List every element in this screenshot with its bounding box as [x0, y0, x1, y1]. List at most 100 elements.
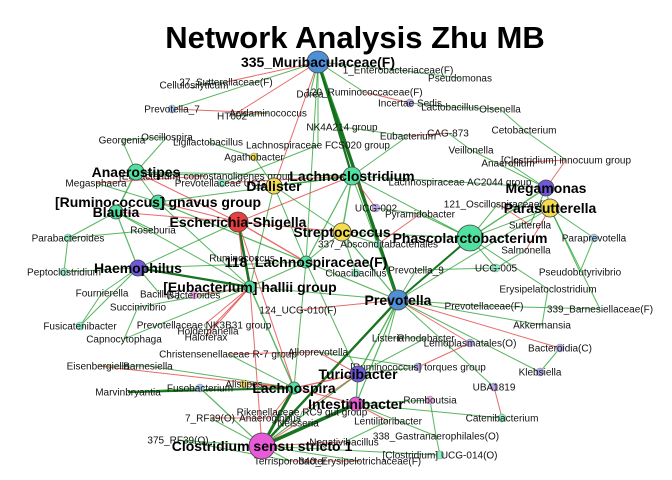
taxon-node-dot: [239, 379, 249, 389]
network-edge: [199, 387, 263, 447]
taxon-node: UBA1819: [473, 383, 516, 394]
taxon-node-label: Incertae Sedis: [378, 99, 442, 110]
taxon-node: [Clostridium] UCG-014(O): [382, 451, 497, 462]
network-edge: [355, 403, 437, 437]
taxon-node: Rikenellaceae RC9 gut group: [237, 408, 368, 419]
network-edge: [193, 81, 227, 86]
taxon-node-label: 375_RF39(O): [147, 436, 208, 447]
network-edge: [357, 299, 399, 375]
network-edge: [127, 387, 201, 393]
taxon-node: Romboutsia: [403, 396, 457, 407]
taxon-node: Haloferax: [185, 333, 228, 344]
hub-node: Dialister: [246, 177, 302, 195]
taxon-node: 340_Erysipelotrichaceae(F): [299, 457, 421, 468]
taxon-node-dot: [435, 450, 445, 460]
taxon-node: Pseudobutyrivibrio: [539, 268, 622, 279]
hub-node-circle: [537, 179, 555, 197]
hub-node: Clostridium sensu stricto 1: [172, 432, 353, 460]
taxon-node-label: Succinivibrio: [110, 303, 167, 314]
taxon-node-label: Lachnospiraceae AC2044 group: [389, 178, 532, 189]
hub-node: 335_Muribaculaceae(F): [241, 50, 395, 74]
network-edge: [249, 286, 263, 447]
network-edge: [397, 299, 471, 344]
taxon-node-label: Prevotellaceae NK3B31 group: [137, 321, 272, 332]
network-edge: [397, 207, 551, 301]
taxon-node-label: Catenibacterium: [466, 414, 539, 425]
hub-node-label: Anaerostipes: [92, 164, 181, 180]
taxon-node: Acidaminococcus: [229, 109, 307, 120]
network-edge: [469, 237, 549, 290]
network-edge: [351, 175, 471, 239]
hub-node-label: Haemophilus: [94, 260, 182, 276]
taxon-node-label: Dorea: [296, 90, 324, 101]
hub-node-circle: [456, 224, 484, 252]
taxon-node: Bacteroidia(C): [528, 344, 592, 355]
network-edge: [357, 366, 419, 375]
taxon-node-dot: [425, 395, 435, 405]
network-edge: [221, 144, 319, 184]
taxon-node: 120_Ruminococcaceae(F): [305, 88, 422, 99]
taxon-node-label: Alistipes: [225, 380, 262, 391]
taxon-node-label: Cellulosilyticum: [160, 81, 229, 92]
taxon-node-dot: [189, 290, 199, 300]
taxon-node-label: 337_Absconditabacteriales: [318, 240, 438, 251]
taxon-node: Oscillospira: [141, 133, 193, 144]
network-edge: [541, 288, 549, 326]
taxon-node-label: Ruminococcus: [209, 254, 275, 265]
network-edge: [115, 211, 251, 288]
network-edge: [397, 299, 543, 326]
taxon-node: Lactobacillus: [421, 103, 479, 114]
hub-node-label: [Ruminococcus] gnavus group: [55, 194, 261, 210]
taxon-node-dot: [59, 267, 69, 277]
taxon-node-label: Bacteroides: [168, 291, 221, 302]
taxon-node-dot: [497, 413, 507, 423]
network-edge: [397, 299, 561, 349]
taxon-node: Lentilitoribacter: [354, 417, 422, 428]
network-edge: [351, 135, 409, 177]
hub-node-label: Clostridium sensu stricto 1: [172, 438, 353, 454]
taxon-node-label: Eubacterium: [380, 132, 436, 143]
network-edge: [341, 231, 399, 301]
taxon-node-label: Georgenia: [99, 136, 146, 147]
taxon-node-label: [Clostridium] UCG-014(O): [382, 451, 497, 462]
network-edge: [497, 203, 531, 226]
taxon-node: Marvinbryantia: [95, 388, 161, 399]
network-edge: [177, 439, 291, 462]
network-edge: [273, 185, 343, 233]
network-edge: [499, 108, 525, 131]
taxon-node-label: Fusobacterium: [167, 384, 233, 395]
network-edge: [157, 201, 251, 288]
taxon-node: Anaeroglobus: [239, 414, 301, 425]
hub-node: Haemophilus: [94, 259, 182, 277]
taxon-node-label: Anaeroglobus: [239, 414, 301, 425]
taxon-node-label: Pyramidobacter: [385, 210, 456, 221]
taxon-node-dot: [589, 233, 599, 243]
network-edge: [305, 261, 399, 301]
hub-node-circle: [349, 365, 367, 383]
network-edge: [549, 207, 601, 310]
hub-node-label: Dialister: [246, 178, 302, 194]
taxon-node-dot: [75, 321, 85, 331]
network-edge: [375, 207, 421, 215]
taxon-node: Bacilli(C): [140, 290, 180, 301]
taxon-node-dot: [63, 233, 73, 243]
network-edge: [203, 324, 209, 332]
taxon-node: Eubacterium: [380, 132, 436, 143]
taxon-node-dot: [351, 268, 361, 278]
hub-node-circle: [299, 255, 313, 269]
taxon-node-dot: [535, 367, 545, 377]
taxon-node-label: Lactobacillus: [421, 103, 479, 114]
network-edge: [297, 411, 303, 424]
taxon-node: Olsenella: [479, 105, 521, 116]
network-edge: [79, 267, 139, 327]
taxon-node: Georgenia: [99, 136, 146, 147]
taxon-node-label: Alloprevotella: [288, 348, 348, 359]
taxon-node-label: Pseudobutyrivibrio: [539, 268, 622, 279]
taxon-node: Ligilactobacillus: [173, 138, 243, 149]
taxon-node: 375_RF39(O): [147, 436, 208, 447]
network-edge: [249, 261, 307, 288]
network-edge: [397, 299, 485, 307]
hub-node-label: Turicibacter: [318, 366, 398, 382]
